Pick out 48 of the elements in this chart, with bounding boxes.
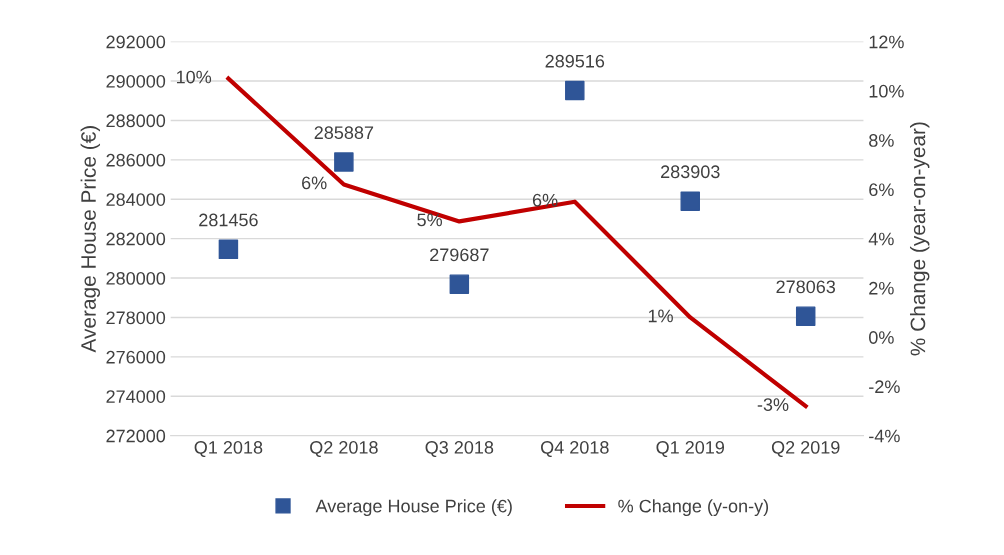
data-label: 6%: [532, 193, 558, 207]
data-label: 279687: [430, 248, 489, 262]
data-label: 10%: [176, 70, 212, 84]
y2-tick-label: -4%: [869, 429, 900, 443]
y2-tick-label: 12%: [869, 35, 904, 49]
x-tick-label: Q2 2018: [310, 441, 378, 458]
legend-label: Average House Price (€): [315, 499, 512, 517]
point: [795, 306, 816, 326]
y-tick-label: 272000: [106, 429, 166, 443]
y-tick-label: 282000: [106, 232, 166, 246]
point: [218, 239, 239, 260]
y2-tick-label: 6%: [869, 183, 894, 197]
data-label: 283903: [661, 165, 720, 179]
y-tick-label: 278000: [106, 311, 166, 325]
legend-label: % Change (y-on-y): [618, 499, 769, 517]
point: [565, 80, 585, 101]
data-label: 6%: [302, 176, 327, 190]
data-label: 289516: [545, 54, 605, 68]
y-axis-title: Average House Price (€): [80, 126, 101, 353]
point: [334, 152, 354, 172]
y2-tick-label: 2%: [869, 281, 894, 295]
x-tick-label: Q3 2018: [425, 441, 494, 458]
x-tick-label: Q2 2019: [771, 441, 840, 458]
y-tick-label: 284000: [106, 193, 166, 206]
data-label: 278063: [776, 280, 836, 294]
y-tick-label: 290000: [106, 74, 166, 88]
y-tick-label: 274000: [106, 390, 166, 403]
y-tick-label: 280000: [106, 271, 166, 285]
y-tick-label: 288000: [106, 114, 166, 128]
y2-tick-label: 0%: [869, 331, 894, 344]
data-label: 285887: [314, 126, 374, 140]
data-label: 1%: [648, 309, 673, 323]
y2-tick-label: -2%: [869, 380, 900, 394]
data-label: 5%: [417, 213, 443, 227]
point: [449, 274, 470, 294]
data-label: -3%: [757, 398, 789, 411]
x-tick-label: Q4 2018: [541, 441, 609, 458]
y2-axis-title: % Change (year-on-year): [909, 122, 930, 356]
point: [680, 191, 700, 211]
x-tick-label: Q1 2018: [194, 441, 263, 458]
y-tick-label: 276000: [106, 350, 166, 364]
data-label: 281456: [199, 213, 258, 227]
y-tick-label: 286000: [106, 153, 166, 167]
y2-tick-label: 8%: [869, 134, 894, 147]
y2-tick-label: 10%: [869, 84, 904, 98]
y-tick-label: 292000: [106, 35, 166, 49]
y2-tick-label: 4%: [868, 232, 894, 246]
x-tick-label: Q1 2019: [656, 441, 725, 458]
